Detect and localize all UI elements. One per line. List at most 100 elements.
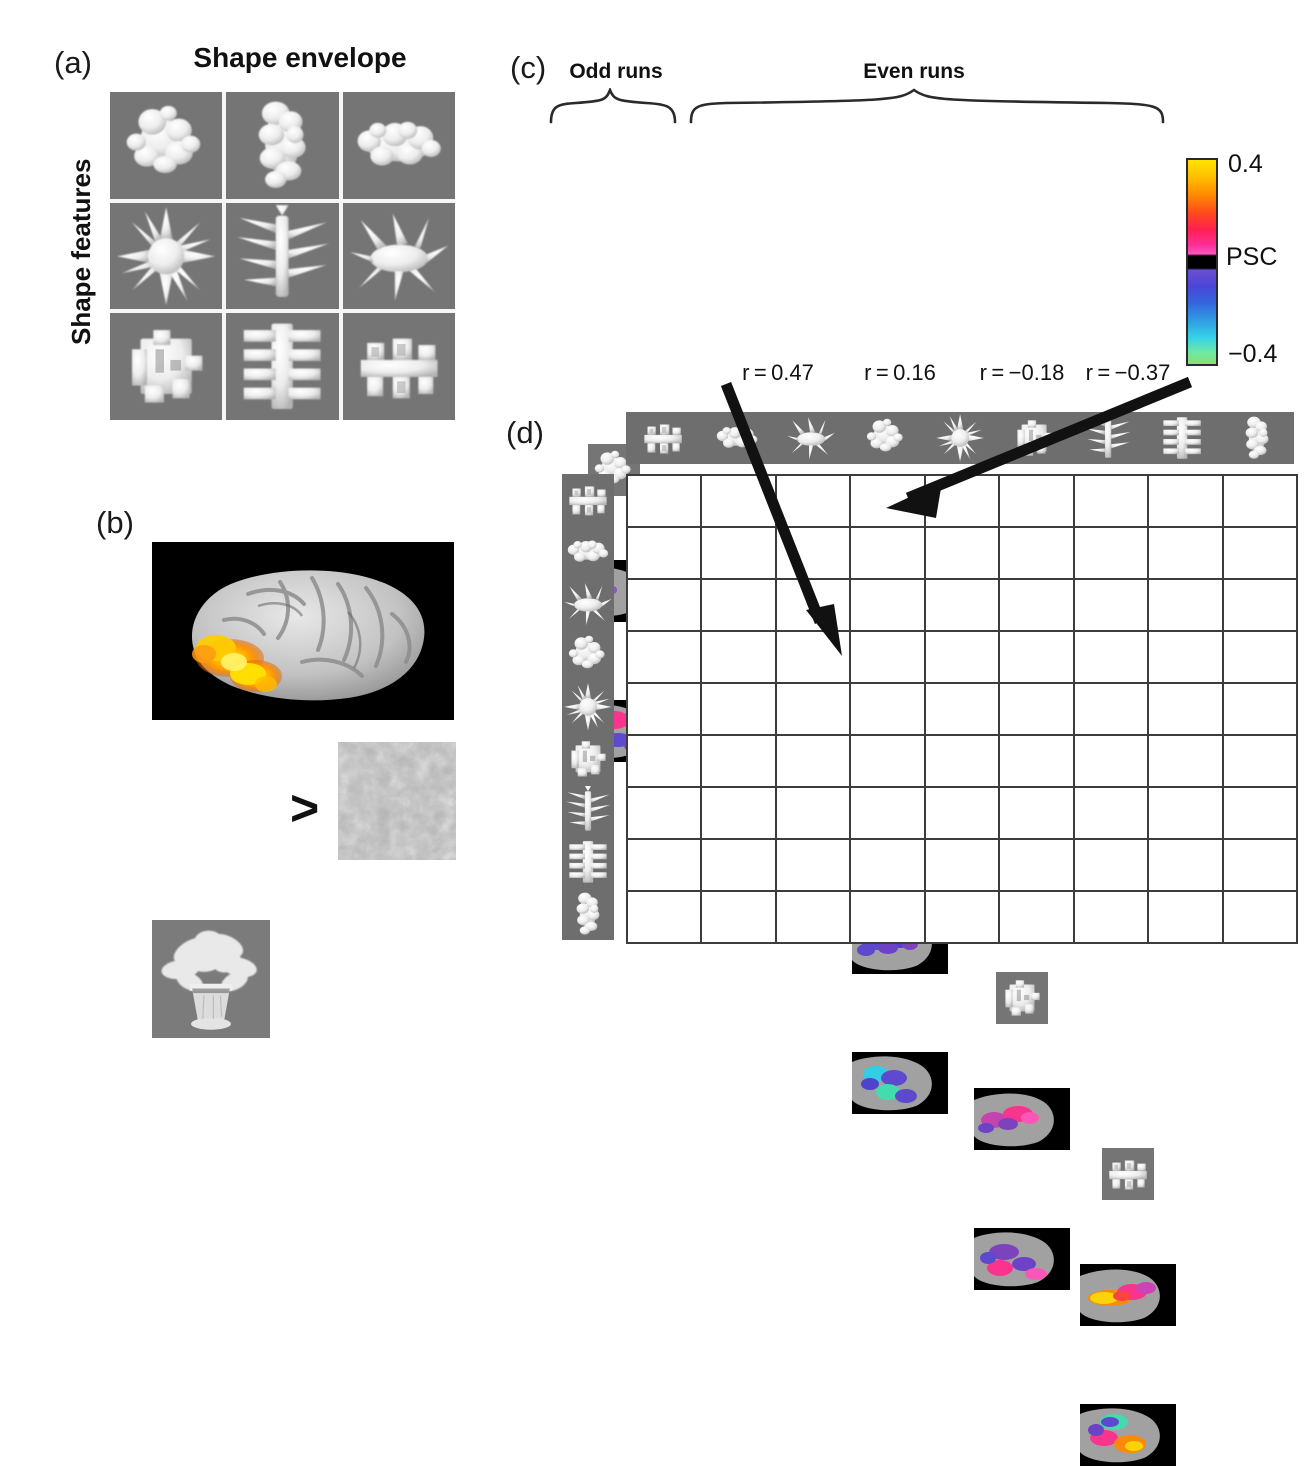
rdm-cell-r9-c3[interactable] <box>776 892 850 942</box>
rdm-cell-r9-c9[interactable] <box>1223 892 1296 942</box>
rdm-cell-r1-c3[interactable] <box>776 476 850 526</box>
rdm-cell-r4-c5[interactable] <box>925 632 999 682</box>
rdm-cell-r9-c1[interactable] <box>628 892 701 942</box>
rdm-cell-r5-c2[interactable] <box>702 684 775 734</box>
rdm-cell-r7-c5[interactable] <box>925 788 999 838</box>
rdm-cell-r4-c8[interactable] <box>1149 632 1222 682</box>
rdm-cell-r8-c9[interactable] <box>1223 840 1296 890</box>
even-runs-brace <box>689 88 1165 124</box>
rdm-cell-r5-c1[interactable] <box>628 684 701 734</box>
rdm-cell-r3-c3[interactable] <box>776 580 850 630</box>
rdm-cell-r5-c6[interactable] <box>1000 684 1073 734</box>
rdm-cell-r1-c5[interactable] <box>925 476 999 526</box>
rdm-cell-r5-c5[interactable] <box>925 684 999 734</box>
rdm-cell-r3-c9[interactable] <box>1223 580 1296 630</box>
rdm-cell-r2-c2[interactable] <box>702 528 775 578</box>
rdm-cell-r8-c8[interactable] <box>1149 840 1222 890</box>
rdm-cell-r8-c3[interactable] <box>776 840 850 890</box>
rdm-cell-r5-c7[interactable] <box>1074 684 1148 734</box>
rdm-cell-r3-c1[interactable] <box>628 580 701 630</box>
rdm-cell-r8-c7[interactable] <box>1074 840 1148 890</box>
rdm-cell-r3-c8[interactable] <box>1149 580 1222 630</box>
rdm-cell-r2-c7[interactable] <box>1074 528 1148 578</box>
rdm-cell-r3-c7[interactable] <box>1074 580 1148 630</box>
panel-a-label: (a) <box>54 45 92 80</box>
rdm-col-thumb-1 <box>626 412 700 464</box>
rdm-cell-r4-c6[interactable] <box>1000 632 1073 682</box>
rdm-cell-r1-c9[interactable] <box>1223 476 1296 526</box>
rdm-cell-r3-c2[interactable] <box>702 580 775 630</box>
rdm-cell-r2-c9[interactable] <box>1223 528 1296 578</box>
rdm-cell-r3-c5[interactable] <box>925 580 999 630</box>
rdm-cell-r1-c4[interactable] <box>851 476 924 526</box>
rdm-row-thumb-7 <box>562 785 614 837</box>
rdm-cell-r9-c5[interactable] <box>925 892 999 942</box>
rdm-cell-r9-c6[interactable] <box>1000 892 1073 942</box>
rdm-cell-r1-c2[interactable] <box>702 476 775 526</box>
rdm-cell-r7-c7[interactable] <box>1074 788 1148 838</box>
rdm-cell-r6-c1[interactable] <box>628 736 701 786</box>
even-run-activation-map-bottom-2 <box>852 1052 948 1114</box>
rdm-cell-r4-c1[interactable] <box>628 632 701 682</box>
panel-b-label: (b) <box>96 505 134 540</box>
rdm-cell-r4-c3[interactable] <box>776 632 850 682</box>
rdm-cell-r2-c4[interactable] <box>851 528 924 578</box>
rdm-cell-r7-c3[interactable] <box>776 788 850 838</box>
colorbar-max-tick-label: 0.4 <box>1228 150 1263 178</box>
rdm-cell-r1-c1[interactable] <box>628 476 701 526</box>
rdm-cell-r6-c3[interactable] <box>776 736 850 786</box>
rdm-cell-r6-c7[interactable] <box>1074 736 1148 786</box>
rdm-cell-r6-c8[interactable] <box>1149 736 1222 786</box>
rdm-cell-r8-c1[interactable] <box>628 840 701 890</box>
representational-dissimilarity-matrix[interactable] <box>626 474 1298 944</box>
rdm-row-thumb-2 <box>562 526 614 578</box>
shape-cell-blob-bumpy-vertical <box>226 92 339 199</box>
rdm-cell-r6-c2[interactable] <box>702 736 775 786</box>
rdm-cell-r7-c8[interactable] <box>1149 788 1222 838</box>
rdm-cell-r2-c1[interactable] <box>628 528 701 578</box>
rdm-cell-r1-c7[interactable] <box>1074 476 1148 526</box>
shape-cell-blob-spiky-horizontal <box>342 202 455 310</box>
rdm-cell-r4-c2[interactable] <box>702 632 775 682</box>
rdm-cell-r5-c3[interactable] <box>776 684 850 734</box>
rdm-cell-r1-c6[interactable] <box>1000 476 1073 526</box>
rdm-cell-r5-c4[interactable] <box>851 684 924 734</box>
rdm-cell-r7-c9[interactable] <box>1223 788 1296 838</box>
rdm-cell-r6-c4[interactable] <box>851 736 924 786</box>
rdm-cell-r2-c6[interactable] <box>1000 528 1073 578</box>
rdm-cell-r8-c4[interactable] <box>851 840 924 890</box>
rdm-cell-r7-c2[interactable] <box>702 788 775 838</box>
rdm-cell-r2-c8[interactable] <box>1149 528 1222 578</box>
rdm-cell-r7-c1[interactable] <box>628 788 701 838</box>
rdm-cell-r8-c6[interactable] <box>1000 840 1073 890</box>
rdm-cell-r3-c6[interactable] <box>1000 580 1073 630</box>
rdm-cell-r4-c9[interactable] <box>1223 632 1296 682</box>
panel-a-axis-label-shape-features: Shape features <box>66 158 96 345</box>
rdm-cell-r5-c8[interactable] <box>1149 684 1222 734</box>
rdm-cell-r9-c8[interactable] <box>1149 892 1222 942</box>
rdm-cell-r9-c4[interactable] <box>851 892 924 942</box>
colorbar-unit-label: PSC <box>1226 243 1278 271</box>
even-run-stimulus-thumbnail-3 <box>996 972 1048 1024</box>
rdm-cell-r3-c4[interactable] <box>851 580 924 630</box>
rdm-cell-r6-c9[interactable] <box>1223 736 1296 786</box>
rdm-cell-r6-c5[interactable] <box>925 736 999 786</box>
rdm-col-thumb-3 <box>774 412 848 464</box>
rdm-cell-r8-c2[interactable] <box>702 840 775 890</box>
rdm-cell-r1-c8[interactable] <box>1149 476 1222 526</box>
rdm-cell-r8-c5[interactable] <box>925 840 999 890</box>
rdm-cell-r4-c7[interactable] <box>1074 632 1148 682</box>
rdm-row-stimulus-strip <box>562 474 614 940</box>
panel-c-label: (c) <box>510 50 547 85</box>
rdm-cell-r7-c4[interactable] <box>851 788 924 838</box>
rdm-cell-r7-c6[interactable] <box>1000 788 1073 838</box>
rdm-cell-r2-c3[interactable] <box>776 528 850 578</box>
rdm-cell-r9-c7[interactable] <box>1074 892 1148 942</box>
rdm-row-thumb-8 <box>562 836 614 888</box>
rdm-cell-r2-c5[interactable] <box>925 528 999 578</box>
rdm-cell-r5-c9[interactable] <box>1223 684 1296 734</box>
rdm-cell-r4-c4[interactable] <box>851 632 924 682</box>
rdm-cell-r9-c2[interactable] <box>702 892 775 942</box>
rdm-cell-r6-c6[interactable] <box>1000 736 1073 786</box>
psc-colorbar <box>1186 158 1218 366</box>
